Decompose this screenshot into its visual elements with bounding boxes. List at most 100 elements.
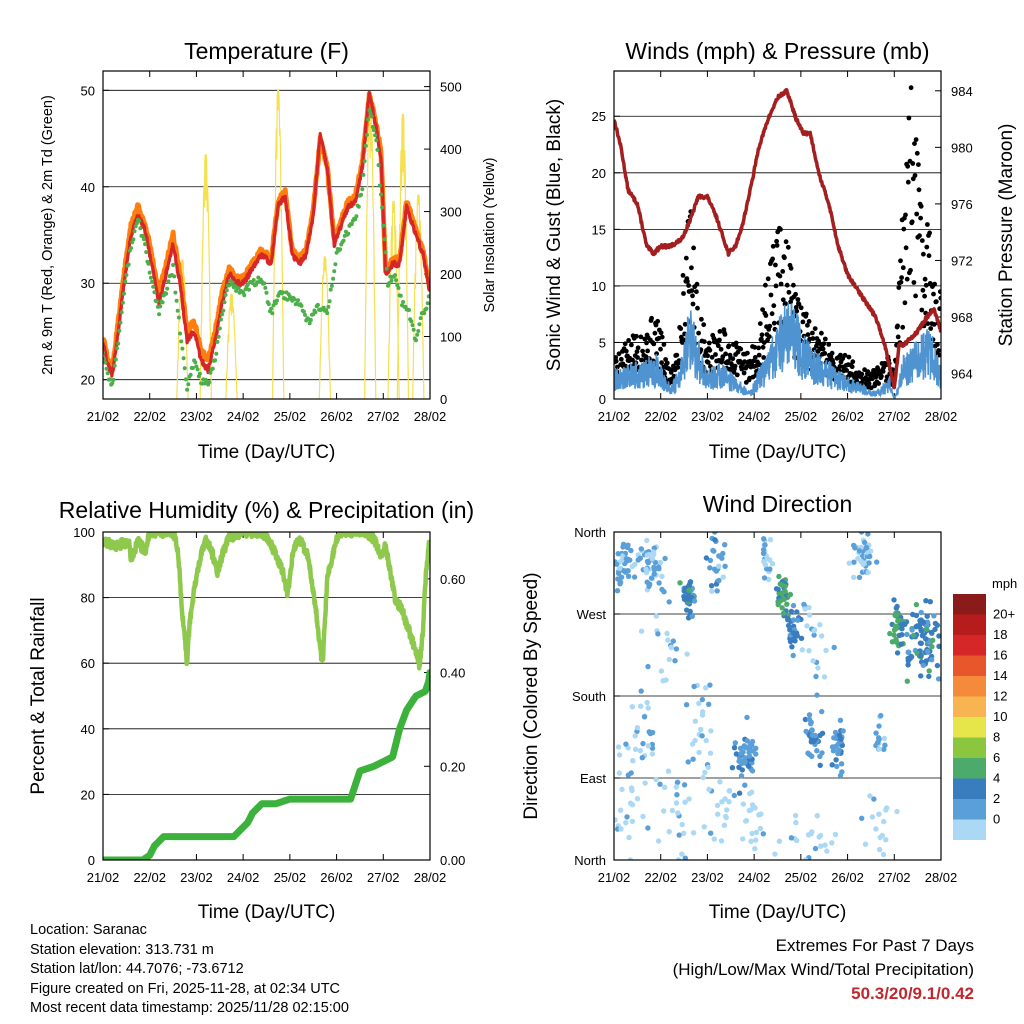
gust-point xyxy=(639,357,644,363)
gust-point xyxy=(908,85,914,91)
dewpoint-point xyxy=(214,351,219,356)
direction-point xyxy=(720,574,726,580)
gust-point xyxy=(695,305,700,311)
direction-point xyxy=(918,609,924,616)
gust-point xyxy=(689,265,694,271)
station-latlon: Station lat/lon: 44.7076; -73.6712 xyxy=(30,961,244,977)
direction-point xyxy=(833,757,839,763)
gust-point xyxy=(713,352,718,357)
direction-point xyxy=(638,688,644,694)
direction-point xyxy=(744,738,750,744)
legend-swatch xyxy=(953,614,986,635)
direction-point xyxy=(740,758,746,764)
dewpoint-point xyxy=(213,358,218,363)
dewpoint-point xyxy=(103,356,107,361)
gust-point xyxy=(903,245,909,251)
direction-point xyxy=(699,733,705,739)
x-tick-label: 27/02 xyxy=(367,870,400,885)
direction-point xyxy=(895,618,901,624)
direction-point xyxy=(682,799,688,805)
direction-point xyxy=(927,599,933,605)
direction-point xyxy=(712,537,718,543)
y2-tick-label: 984 xyxy=(951,84,973,99)
direction-point xyxy=(708,830,714,836)
direction-point xyxy=(929,657,935,663)
recent-timestamp: Most recent data timestamp: 2025/11/28 0… xyxy=(30,1000,349,1016)
legend-label: 10 xyxy=(993,709,1007,724)
x-tick-label: 26/02 xyxy=(831,870,864,885)
y-tick-label: 80 xyxy=(81,591,95,606)
direction-point xyxy=(726,788,733,794)
direction-point xyxy=(858,532,865,535)
gust-point xyxy=(816,338,821,344)
direction-point xyxy=(761,536,767,542)
direction-point xyxy=(665,768,672,774)
gust-point xyxy=(906,115,912,121)
y2-tick-label: 972 xyxy=(951,253,973,268)
gust-point xyxy=(850,359,856,365)
direction-point xyxy=(794,609,800,615)
y-tick-label: 20 xyxy=(592,166,606,181)
direction-point xyxy=(615,570,622,576)
direction-point xyxy=(655,631,661,637)
gust-point xyxy=(662,371,667,376)
direction-point xyxy=(761,558,767,565)
dewpoint-point xyxy=(393,273,397,278)
direction-point xyxy=(687,608,693,615)
direction-point xyxy=(767,566,773,572)
direction-point xyxy=(791,636,797,642)
direction-point xyxy=(821,674,828,680)
dewpoint-point xyxy=(207,380,212,385)
y2-axis-label: Station Pressure (Maroon) xyxy=(996,124,1017,347)
dewpoint-point xyxy=(152,290,157,295)
dewpoint-point xyxy=(307,321,312,326)
gust-point xyxy=(912,141,917,147)
dewpoint-point xyxy=(415,332,420,337)
direction-point xyxy=(761,575,768,581)
x-tick-label: 25/02 xyxy=(274,409,307,424)
gust-point xyxy=(671,363,676,369)
extremes-subtitle: (High/Low/Max Wind/Total Precipitation) xyxy=(672,960,974,979)
x-tick-label: 27/02 xyxy=(878,409,911,424)
direction-point xyxy=(661,808,667,814)
direction-point xyxy=(708,728,714,734)
direction-point xyxy=(871,796,877,802)
y-tick-label: 25 xyxy=(592,109,606,124)
y2-axis-label: Solar Insolation (Yellow) xyxy=(482,157,498,312)
y-tick-label: 20 xyxy=(81,373,95,388)
direction-point xyxy=(634,796,641,802)
x-tick-label: 22/02 xyxy=(133,409,166,424)
x-tick-label: 24/02 xyxy=(227,870,260,885)
legend-label: 8 xyxy=(993,730,1000,745)
direction-point xyxy=(674,779,681,786)
gust-point xyxy=(634,349,640,354)
direction-point xyxy=(701,824,707,830)
gust-point xyxy=(614,358,619,364)
direction-point xyxy=(865,569,871,576)
legend-swatch xyxy=(953,635,986,656)
direction-point xyxy=(910,611,916,618)
dewpoint-point xyxy=(242,293,247,298)
gust-point xyxy=(709,354,715,360)
direction-point xyxy=(618,574,625,580)
direction-point xyxy=(789,644,795,650)
direction-point xyxy=(824,848,830,854)
gust-point xyxy=(717,329,723,334)
direction-point xyxy=(918,673,924,679)
gust-point xyxy=(614,355,619,360)
direction-point xyxy=(749,768,756,774)
dewpoint-point xyxy=(275,298,279,303)
gust-point xyxy=(846,354,852,360)
direction-point xyxy=(653,776,659,783)
direction-point xyxy=(640,740,646,747)
direction-point xyxy=(838,761,845,767)
x-tick-label: 26/02 xyxy=(320,409,353,424)
temp-2m-line xyxy=(103,90,430,378)
legend-swatch xyxy=(953,778,986,799)
direction-point xyxy=(740,801,746,807)
direction-point xyxy=(707,565,713,571)
direction-point xyxy=(632,746,639,752)
direction-point xyxy=(645,663,651,670)
gust-point xyxy=(769,311,775,317)
dewpoint-point xyxy=(104,366,109,371)
